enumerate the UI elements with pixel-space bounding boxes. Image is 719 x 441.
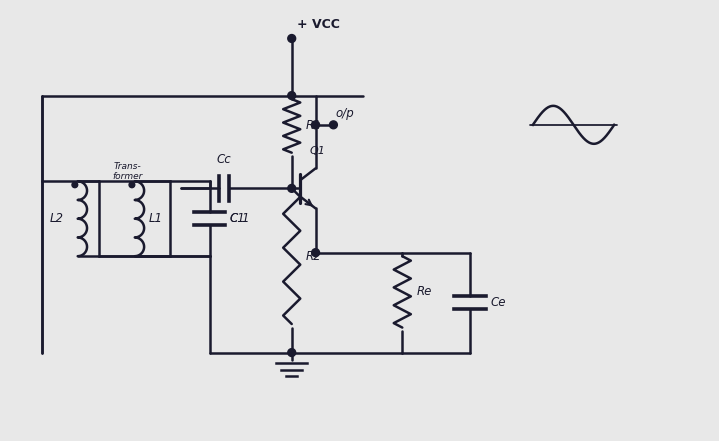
- Circle shape: [288, 92, 296, 100]
- Text: Trans-
former: Trans- former: [112, 162, 143, 180]
- Circle shape: [288, 184, 296, 192]
- Text: + VCC: + VCC: [298, 19, 340, 31]
- Text: C1: C1: [229, 212, 245, 225]
- Circle shape: [311, 121, 319, 129]
- Text: Ce: Ce: [490, 296, 505, 309]
- Circle shape: [72, 182, 78, 188]
- Text: L2: L2: [50, 212, 63, 225]
- Circle shape: [288, 349, 296, 356]
- Text: Q1: Q1: [310, 146, 326, 156]
- Circle shape: [329, 121, 337, 129]
- Circle shape: [129, 182, 134, 188]
- Bar: [99, 181, 170, 256]
- Circle shape: [288, 34, 296, 42]
- Text: C 1: C 1: [229, 212, 249, 225]
- Text: o/p: o/p: [336, 107, 354, 120]
- Text: Cc: Cc: [216, 153, 232, 166]
- Text: R2: R2: [306, 250, 321, 263]
- Text: Re: Re: [416, 285, 432, 299]
- Circle shape: [311, 249, 319, 257]
- Text: R1: R1: [306, 120, 321, 132]
- Text: L1: L1: [149, 212, 163, 225]
